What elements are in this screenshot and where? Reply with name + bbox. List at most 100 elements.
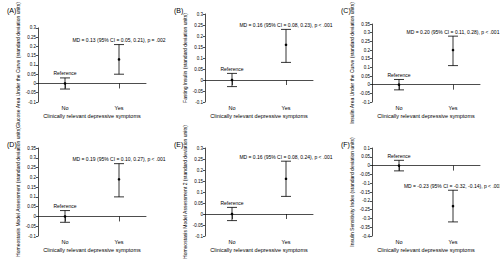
svg-text:Reference: Reference (220, 200, 243, 206)
svg-text:-0.05: -0.05 (360, 172, 371, 177)
svg-text:Clinically relevant depressive: Clinically relevant depressive symptoms (210, 113, 308, 119)
svg-text:(B): (B) (174, 7, 183, 15)
svg-text:Reference: Reference (220, 66, 243, 72)
svg-text:-0.05: -0.05 (26, 224, 37, 229)
svg-text:Reference: Reference (53, 203, 76, 209)
svg-text:0.3: 0.3 (197, 12, 204, 17)
svg-text:0.3: 0.3 (30, 155, 37, 160)
svg-text:MD = -0.23 (95% CI = -0.32, -0: MD = -0.23 (95% CI = -0.32, -0.14), p < … (404, 183, 500, 189)
svg-text:0.25: 0.25 (194, 157, 203, 162)
svg-text:0.1: 0.1 (364, 65, 371, 70)
svg-text:MD = 0.16 (95% CI = 0.08, 0.24: MD = 0.16 (95% CI = 0.08, 0.24), p < .00… (239, 154, 332, 160)
svg-text:No: No (395, 105, 402, 111)
svg-text:No: No (61, 239, 68, 245)
svg-text:-0.35: -0.35 (360, 225, 371, 230)
svg-text:-0.1: -0.1 (195, 234, 203, 239)
svg-text:No: No (61, 105, 68, 111)
svg-text:(A): (A) (7, 7, 16, 15)
svg-text:0.2: 0.2 (197, 34, 204, 39)
svg-text:-0.1: -0.1 (28, 234, 36, 239)
svg-text:0.15: 0.15 (194, 45, 203, 50)
svg-text:Clinically relevant depressive: Clinically relevant depressive symptoms (377, 247, 475, 253)
svg-text:0.05: 0.05 (27, 72, 36, 77)
svg-text:0.15: 0.15 (27, 185, 36, 190)
svg-text:0: 0 (200, 78, 203, 83)
svg-text:0.25: 0.25 (194, 23, 203, 28)
svg-text:0.05: 0.05 (194, 67, 203, 72)
svg-text:Clinically relevant depressive: Clinically relevant depressive symptoms (210, 247, 308, 253)
svg-text:Clinically relevant depressive: Clinically relevant depressive symptoms (43, 113, 141, 119)
svg-text:0.15: 0.15 (361, 56, 370, 61)
svg-text:0: 0 (33, 81, 36, 86)
svg-text:Reference: Reference (53, 70, 76, 76)
svg-text:0: 0 (367, 82, 370, 87)
svg-text:0.05: 0.05 (361, 74, 370, 79)
svg-text:0: 0 (33, 214, 36, 219)
svg-text:0.25: 0.25 (361, 39, 370, 44)
svg-text:Fasting Insulin (standard devi: Fasting Insulin (standard deviation unit… (182, 13, 188, 103)
svg-text:Yes: Yes (282, 105, 291, 111)
svg-text:0.1: 0.1 (30, 194, 37, 199)
svg-text:Homeostasis Model Assessment (: Homeostasis Model Assessment (standard d… (15, 127, 21, 257)
svg-text:(D): (D) (7, 141, 17, 149)
svg-text:0.3: 0.3 (30, 25, 37, 30)
svg-text:0.2: 0.2 (30, 175, 37, 180)
svg-text:Insulin Sensitivity Index (sta: Insulin Sensitivity Index (standard devi… (349, 137, 355, 247)
svg-text:0.2: 0.2 (197, 168, 204, 173)
svg-text:0.1: 0.1 (197, 190, 204, 195)
svg-text:Clinically relevant depressive: Clinically relevant depressive symptoms (377, 113, 475, 119)
svg-text:0.3: 0.3 (197, 146, 204, 151)
svg-text:-0.1: -0.1 (362, 181, 370, 186)
svg-text:MD = 0.20 (95% CI = 0.11, 0.28: MD = 0.20 (95% CI = 0.11, 0.28), p < .00… (407, 29, 500, 35)
svg-text:Yes: Yes (449, 239, 458, 245)
svg-text:0.3: 0.3 (364, 30, 371, 35)
svg-text:0.05: 0.05 (27, 204, 36, 209)
svg-text:No: No (228, 239, 235, 245)
svg-text:No: No (395, 239, 402, 245)
svg-text:0.25: 0.25 (27, 165, 36, 170)
svg-text:Insulin Area Under the Curve (: Insulin Area Under the Curve (standard d… (349, 2, 355, 124)
svg-text:0.1: 0.1 (364, 146, 371, 151)
svg-text:Reference: Reference (387, 72, 410, 78)
svg-text:(E): (E) (174, 141, 183, 149)
svg-text:Homeostasis Model Assessment 2: Homeostasis Model Assessment 2 (standard… (182, 125, 188, 259)
svg-text:Yes: Yes (282, 239, 291, 245)
svg-text:Clinically relevant depressive: Clinically relevant depressive symptoms (43, 247, 141, 253)
svg-text:-0.05: -0.05 (26, 90, 37, 95)
svg-text:-0.2: -0.2 (362, 198, 370, 203)
svg-text:0.25: 0.25 (27, 35, 36, 40)
svg-text:(C): (C) (341, 7, 351, 15)
svg-text:0.15: 0.15 (27, 53, 36, 58)
svg-text:-0.15: -0.15 (360, 190, 371, 195)
svg-text:-0.05: -0.05 (193, 89, 204, 94)
svg-text:0.05: 0.05 (194, 201, 203, 206)
svg-text:Yes: Yes (115, 105, 124, 111)
svg-text:-0.1: -0.1 (28, 100, 36, 105)
svg-text:Yes: Yes (115, 239, 124, 245)
svg-text:-0.4: -0.4 (362, 234, 370, 239)
svg-text:(F): (F) (341, 141, 350, 149)
svg-text:0.1: 0.1 (30, 62, 37, 67)
svg-text:0: 0 (200, 212, 203, 217)
svg-text:Glucose Area Under the Curve (: Glucose Area Under the Curve (standard d… (15, 2, 21, 128)
svg-text:0.05: 0.05 (361, 154, 370, 159)
svg-text:0.2: 0.2 (364, 48, 371, 53)
svg-text:No: No (228, 105, 235, 111)
svg-text:0.2: 0.2 (30, 44, 37, 49)
svg-text:Reference: Reference (387, 153, 410, 159)
svg-text:0.35: 0.35 (361, 22, 370, 27)
svg-text:-0.1: -0.1 (362, 100, 370, 105)
svg-text:0: 0 (367, 163, 370, 168)
svg-text:-0.25: -0.25 (360, 207, 371, 212)
svg-text:-0.05: -0.05 (193, 223, 204, 228)
svg-text:-0.1: -0.1 (195, 100, 203, 105)
svg-text:0.35: 0.35 (27, 146, 36, 151)
svg-text:MD = 0.16 (95% CI = 0.08, 0.23: MD = 0.16 (95% CI = 0.08, 0.23), p < .00… (239, 22, 332, 28)
svg-text:Yes: Yes (449, 105, 458, 111)
svg-text:-0.05: -0.05 (360, 91, 371, 96)
svg-text:MD = 0.13 (95% CI = 0.05, 0.21: MD = 0.13 (95% CI = 0.05, 0.21), p = .00… (72, 37, 165, 43)
svg-text:MD = 0.19 (95% CI = 0.10, 0.27: MD = 0.19 (95% CI = 0.10, 0.27), p < .00… (72, 156, 165, 162)
svg-text:-0.3: -0.3 (362, 216, 370, 221)
svg-text:0.15: 0.15 (194, 179, 203, 184)
svg-text:0.1: 0.1 (197, 56, 204, 61)
